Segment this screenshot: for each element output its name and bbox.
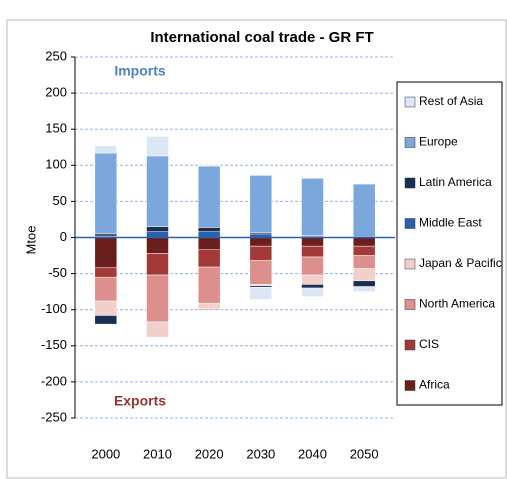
chart-title: International coal trade - GR FT — [150, 29, 373, 46]
bar-segment — [249, 245, 273, 261]
bar-segment — [94, 233, 118, 237]
bar-segment — [94, 267, 118, 278]
bar-segment — [301, 287, 324, 297]
bar-segment — [249, 260, 273, 285]
bar-segment — [146, 226, 169, 232]
legend-label: North America — [419, 297, 495, 311]
bar-segment — [94, 276, 118, 302]
y-tick-label: 50 — [53, 193, 67, 208]
legend-swatch — [404, 339, 416, 351]
x-tick-label: 2040 — [298, 446, 327, 461]
bar-segment — [301, 256, 324, 276]
bar-segment — [301, 178, 324, 236]
bar-segment — [352, 245, 376, 256]
bar-segment — [301, 284, 324, 289]
annotation: Imports — [114, 63, 166, 79]
bar-segment — [249, 287, 273, 300]
legend-swatch — [404, 177, 416, 189]
y-tick-label: 150 — [45, 121, 67, 136]
bar-segment — [94, 300, 118, 316]
bar-segment — [197, 302, 221, 310]
legend-label: Africa — [419, 378, 450, 392]
bar-segment — [352, 280, 376, 287]
bar-segment — [301, 274, 324, 285]
bar-segment — [94, 145, 118, 154]
x-tick-label: 2050 — [350, 446, 379, 461]
bar-segment — [146, 136, 169, 157]
x-tick-label: 2000 — [91, 446, 120, 461]
bar-segment — [146, 253, 169, 276]
y-tick-label: 100 — [45, 157, 67, 172]
legend-label: Latin America — [419, 175, 492, 189]
y-tick-label: -50 — [48, 265, 67, 280]
bar-segment — [94, 152, 118, 235]
legend-label: Rest of Asia — [419, 94, 483, 108]
y-tick-label: -200 — [41, 373, 67, 388]
y-axis-label: Mtoe — [23, 226, 38, 255]
chart-frame — [6, 19, 507, 479]
bar-segment — [197, 266, 221, 304]
legend-swatch — [404, 218, 416, 229]
bar-segment — [352, 268, 376, 282]
bar-segment — [146, 155, 169, 227]
x-tick-label: 2030 — [246, 446, 275, 461]
y-tick-label: -150 — [41, 337, 67, 352]
legend-swatch — [404, 258, 416, 270]
legend-label: Japan & Pacific — [419, 256, 502, 270]
bar-segment — [146, 321, 169, 338]
bar-segment — [352, 286, 376, 292]
legend-label: CIS — [419, 337, 439, 351]
legend-box — [396, 81, 503, 406]
y-tick-label: -100 — [41, 301, 67, 316]
bar-segment — [352, 183, 376, 238]
legend-swatch — [404, 380, 416, 391]
legend-swatch — [404, 137, 416, 148]
y-tick-label: 0 — [60, 229, 67, 244]
bar-segment — [197, 165, 221, 167]
bar-segment — [146, 274, 169, 323]
bar-segment — [197, 227, 221, 232]
legend-swatch — [404, 299, 416, 310]
bar-segment — [197, 231, 221, 238]
bar-segment — [249, 237, 273, 247]
bar-segment — [197, 308, 221, 310]
bar-segment — [352, 255, 376, 269]
y-tick-label: 250 — [45, 48, 67, 63]
legend-label: Middle East — [419, 216, 482, 230]
y-tick-label: 200 — [45, 85, 67, 100]
y-tick-label: -250 — [41, 409, 67, 424]
bar-segment — [94, 237, 118, 269]
legend-swatch — [404, 96, 416, 108]
bar-segment — [146, 231, 169, 238]
bar-segment — [301, 245, 324, 258]
bar-segment — [94, 315, 118, 325]
bar-segment — [249, 175, 273, 233]
bar-segment — [301, 237, 324, 247]
bar-segment — [197, 237, 221, 251]
bar-segment — [197, 165, 221, 228]
bar-segment — [352, 237, 376, 247]
annotation: Exports — [114, 393, 166, 409]
x-tick-label: 2010 — [143, 446, 172, 461]
legend-label: Europe — [419, 135, 458, 149]
bar-segment — [146, 237, 169, 254]
bar-segment — [197, 249, 221, 268]
x-tick-label: 2020 — [195, 446, 224, 461]
